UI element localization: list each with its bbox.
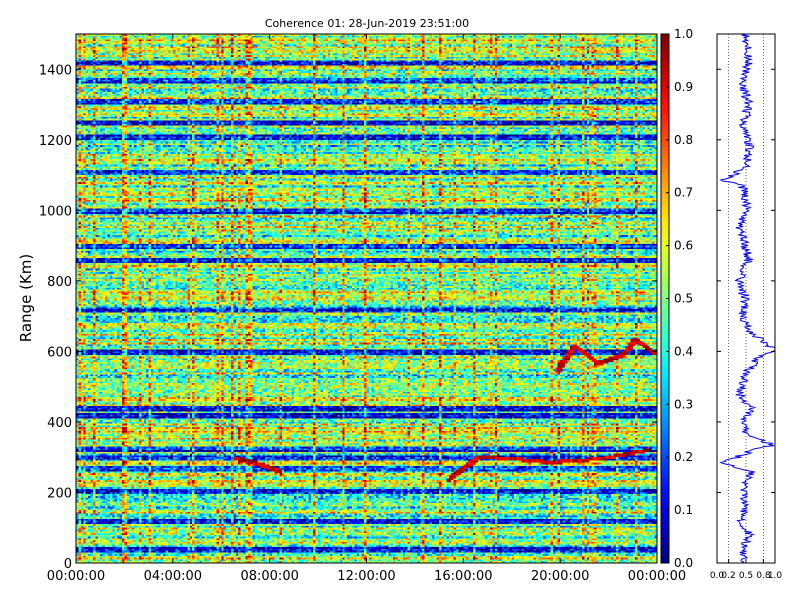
profile-x-tick-label: 0.0 xyxy=(710,571,725,581)
y-tick-label: 0 xyxy=(64,557,72,572)
y-tick-label: 400 xyxy=(47,416,72,431)
profile-axis: 0.00.2 0.5 0.81.0 xyxy=(710,68,783,581)
y-tick-label: 1000 xyxy=(39,204,72,219)
y-tick-label: 200 xyxy=(47,486,72,501)
heatmap-y-axis: 0 200 400 600 800 1000 1200 1400 xyxy=(39,63,657,572)
colorbar-ticks: 0.0 0.1 0.2 0.3 0.4 0.5 0.6 0.7 0.8 0.9 1.0 xyxy=(666,27,693,570)
y-tick-label: 600 xyxy=(47,345,72,360)
colorbar-tick-label: 0.6 xyxy=(674,239,693,253)
y-tick-label: 800 xyxy=(47,275,72,290)
colorbar-tick-label: 0.0 xyxy=(674,556,693,570)
x-tick-label: 12:00:00 xyxy=(337,569,395,584)
colorbar-gradient xyxy=(661,34,669,563)
profile-x-tick-label: 1.0 xyxy=(768,571,783,581)
heatmap-image xyxy=(76,34,657,563)
colorbar-tick-label: 0.5 xyxy=(674,292,693,306)
colorbar-tick-label: 0.7 xyxy=(674,186,693,200)
y-tick-label: 1200 xyxy=(39,134,72,149)
chart-title: Coherence 01: 28-Jun-2019 23:51:00 xyxy=(265,17,469,30)
x-tick-label: 00:00:00 xyxy=(628,569,686,584)
y-tick-label: 1400 xyxy=(39,63,72,78)
colorbar-tick-label: 0.8 xyxy=(674,133,693,147)
coherence-heatmap xyxy=(76,34,657,563)
x-tick-label: 04:00:00 xyxy=(144,569,202,584)
colorbar-tick-label: 0.9 xyxy=(674,80,693,94)
x-tick-label: 00:00:00 xyxy=(47,569,105,584)
colorbar xyxy=(661,34,669,563)
coherence-profile-line xyxy=(719,33,776,564)
x-tick-label: 16:00:00 xyxy=(434,569,492,584)
colorbar-tick-label: 1.0 xyxy=(674,27,693,41)
heatmap-x-axis: 00:00:00 04:00:00 08:00:00 12:00:00 16:00:00… xyxy=(47,34,686,584)
y-axis-label: Range (Km) xyxy=(17,254,35,342)
profile-x-tick-label: 0.8 xyxy=(756,571,771,581)
profile-x-tick-label: 0.2 xyxy=(721,571,735,581)
colorbar-tick-label: 0.3 xyxy=(674,397,693,411)
profile-x-tick-label: 0.5 xyxy=(739,571,753,581)
colorbar-tick-label: 0.1 xyxy=(674,503,693,517)
x-tick-label: 20:00:00 xyxy=(531,569,589,584)
colorbar-tick-label: 0.4 xyxy=(674,344,693,358)
x-tick-label: 08:00:00 xyxy=(240,569,298,584)
colorbar-tick-label: 0.2 xyxy=(674,450,693,464)
